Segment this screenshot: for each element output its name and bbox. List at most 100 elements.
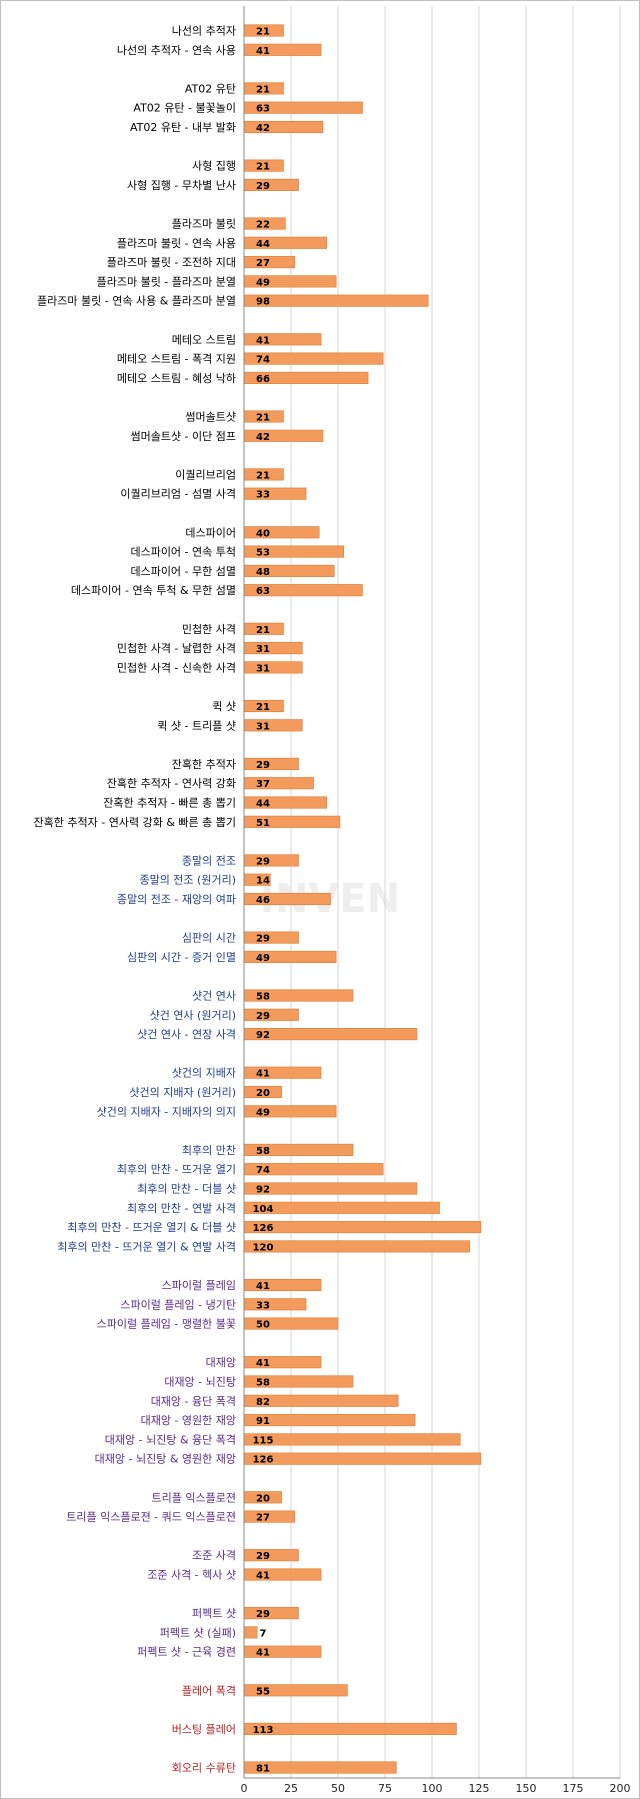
data-label: 31 — [256, 663, 270, 674]
category-label: 민첩한 사격 - 날렵한 사격 — [117, 642, 236, 655]
category-label: 조준 사격 - 헥사 샷 — [147, 1569, 236, 1582]
data-label: 126 — [253, 1455, 274, 1466]
category-label: 최후의 만찬 - 뜨거운 열기 & 연발 사격 — [57, 1239, 236, 1253]
data-label: 113 — [253, 1725, 274, 1736]
bar — [243, 1298, 307, 1311]
category-label: 나선의 추적자 — [172, 25, 236, 38]
data-label: 42 — [256, 432, 270, 443]
data-label: 74 — [256, 355, 270, 366]
data-label: 21 — [256, 27, 270, 38]
category-label: 심판의 시간 — [182, 932, 236, 945]
category-label: 트리플 익스플로젼 — [152, 1491, 236, 1504]
category-label: 종말의 전조 - 재앙의 여파 — [117, 893, 236, 906]
category-label: 플라즈마 불릿 — [172, 218, 236, 231]
data-label: 29 — [256, 934, 270, 945]
category-label: 대재앙 - 뇌진탕 — [164, 1376, 236, 1389]
category-label: 데스파이어 - 연속 투척 — [130, 546, 236, 559]
category-label: 메테오 스트림 - 폭격 지원 — [117, 353, 236, 366]
data-label: 21 — [256, 470, 270, 481]
category-label: 나선의 추적자 - 연속 사용 — [117, 44, 236, 57]
data-label: 81 — [256, 1764, 270, 1775]
category-label: 데스파이어 - 연속 투척 & 무한 섬멸 — [71, 584, 236, 597]
data-label: 55 — [256, 1686, 270, 1697]
category-label: 퍼펙트 샷 — [192, 1607, 236, 1620]
category-label: 최후의 만찬 - 더블 샷 — [137, 1182, 236, 1196]
category-label: 종말의 전조 — [182, 854, 236, 867]
data-label: 50 — [256, 1320, 270, 1331]
category-label: 퀵 샷 - 트리플 샷 — [157, 719, 236, 732]
x-tick-label: 75 — [378, 1782, 392, 1795]
bar — [243, 1607, 299, 1620]
data-label: 53 — [256, 548, 270, 559]
data-label: 14 — [256, 876, 270, 887]
category-label: 최후의 만찬 — [182, 1143, 236, 1157]
category-label: 심판의 시간 - 증거 인멸 — [127, 951, 236, 964]
category-label: 썸머솔트샷 — [185, 411, 236, 424]
bar — [243, 719, 303, 732]
data-label: 29 — [256, 1609, 270, 1620]
data-label: 33 — [256, 1300, 270, 1311]
category-label: 사형 집행 - 무차별 난사 — [127, 179, 236, 192]
bar — [243, 487, 307, 500]
category-label: 민첩한 사격 - 신속한 사격 — [117, 661, 236, 674]
x-tick-label: 100 — [422, 1782, 443, 1795]
data-label: 91 — [256, 1416, 270, 1427]
x-tick-label: 125 — [469, 1782, 490, 1795]
data-label: 58 — [256, 1146, 270, 1157]
data-label: 41 — [256, 335, 270, 346]
category-label: 플라즈마 불릿 - 조전하 지대 — [107, 255, 236, 269]
category-label: 대재앙 - 뇌진탕 & 융단 폭격 — [105, 1433, 236, 1446]
category-label: 이퀄리브리엄 - 섬멸 사격 — [120, 488, 236, 501]
category-label: 플라즈마 불릿 - 연속 사용 — [117, 237, 236, 250]
x-tick-label: 150 — [516, 1782, 537, 1795]
x-tick-label: 25 — [284, 1782, 298, 1795]
data-label: 49 — [256, 1107, 270, 1118]
data-label: 82 — [256, 1397, 270, 1408]
data-label: 44 — [256, 799, 270, 810]
data-label: 29 — [256, 1011, 270, 1022]
bar — [243, 1221, 482, 1234]
x-tick-label: 200 — [610, 1782, 631, 1795]
data-label: 29 — [256, 1551, 270, 1562]
category-label: 최후의 만찬 - 뜨거운 열기 & 더블 샷 — [67, 1220, 236, 1234]
bar — [243, 1452, 482, 1465]
data-label: 29 — [256, 856, 270, 867]
data-label: 20 — [256, 1493, 270, 1504]
data-label: 41 — [256, 46, 270, 57]
category-label: 잔혹한 추적자 — [172, 757, 236, 771]
data-label: 21 — [256, 702, 270, 713]
category-label: AT02 유탄 - 내부 발화 — [130, 121, 236, 134]
category-label: 메테오 스트림 - 혜성 낙하 — [117, 371, 236, 385]
data-label: 27 — [256, 1513, 270, 1524]
data-label: 21 — [256, 413, 270, 424]
category-label: AT02 유탄 - 불꽃놀이 — [133, 102, 236, 115]
data-label: 22 — [256, 220, 270, 231]
category-label: 대재앙 - 뇌진탕 & 영원한 재앙 — [95, 1453, 236, 1466]
data-label: 58 — [256, 1378, 270, 1389]
x-tick-label: 175 — [563, 1782, 584, 1795]
category-label: 잔혹한 추적자 - 연사력 강화 — [107, 776, 236, 790]
category-label: 샷건의 지배자 — [172, 1067, 236, 1080]
data-label: 63 — [256, 104, 270, 115]
data-label: 74 — [256, 1165, 270, 1176]
data-label: 46 — [256, 895, 270, 906]
data-label: 44 — [256, 239, 270, 250]
category-label: 종말의 전조 (원거리) — [139, 874, 236, 887]
data-label: 41 — [256, 1358, 270, 1369]
category-label: 이퀄리브리엄 — [175, 468, 236, 481]
data-label: 66 — [256, 374, 270, 385]
data-label: 21 — [256, 84, 270, 95]
data-label: 48 — [256, 567, 270, 578]
x-tick-label: 0 — [241, 1782, 248, 1795]
category-label: 데스파이어 - 무한 섬멸 — [130, 565, 236, 578]
data-label: 41 — [256, 1069, 270, 1080]
data-label: 29 — [256, 760, 270, 771]
category-label: 퍼펙트 샷 - 근육 경련 — [137, 1646, 236, 1659]
bar — [243, 931, 299, 944]
category-label: 스파이럴 플레임 — [162, 1279, 236, 1292]
data-label: 29 — [256, 181, 270, 192]
category-label: 샷건의 지배자 - 지배자의 의지 — [97, 1105, 236, 1118]
category-label: 사형 집행 — [192, 160, 236, 173]
